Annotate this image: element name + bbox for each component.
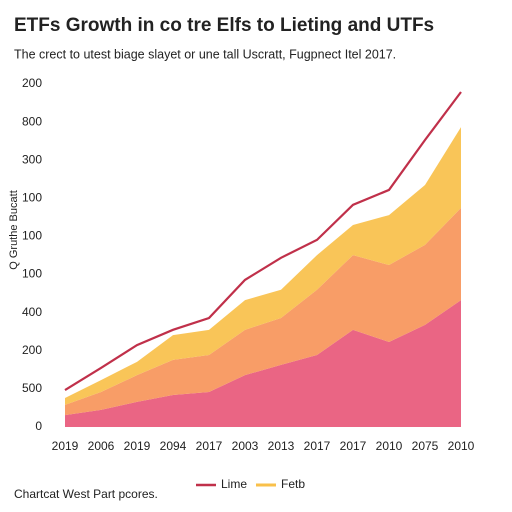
x-tick-label: 2006 [88,439,115,453]
y-tick-label: 200 [22,76,42,90]
y-tick-label: 200 [22,343,42,357]
chart-title: ETFs Growth in co tre Elfs to Lieting an… [14,15,434,36]
footer: Chartcat West Part pcores. [14,487,158,501]
line [64,91,462,391]
y-tick-label: 100 [22,267,42,281]
area [65,300,461,427]
y-tick-label: 400 [22,305,42,319]
legend-label: Fetb [281,477,305,491]
x-tick-label: 2019 [52,439,79,453]
x-tick-label: 2010 [376,439,403,453]
legend-label: Lime [221,477,247,491]
x-tick-label: 2017 [340,439,367,453]
y-tick-label: 300 [22,152,42,166]
x-tick-label: 2094 [160,439,187,453]
y-tick-label: 100 [22,229,42,243]
y-tick-label: 100 [22,191,42,205]
x-tick-label: 2010 [448,439,475,453]
y-tick-label: 800 [22,114,42,128]
x-tick-label: 2013 [268,439,295,453]
y-axis-label: Q Gruthe Bucatt [8,190,20,269]
chart-subtitle: The crect to utest biage slayet or une t… [14,47,396,61]
area [65,207,461,416]
x-tick-label: 2017 [196,439,223,453]
y-tick-label: 500 [22,381,42,395]
x-tick-label: 2075 [412,439,439,453]
x-tick-label: 2017 [304,439,331,453]
x-tick-label: 2019 [124,439,151,453]
x-tick-label: 2003 [232,439,259,453]
y-tick-label: 0 [35,419,42,433]
